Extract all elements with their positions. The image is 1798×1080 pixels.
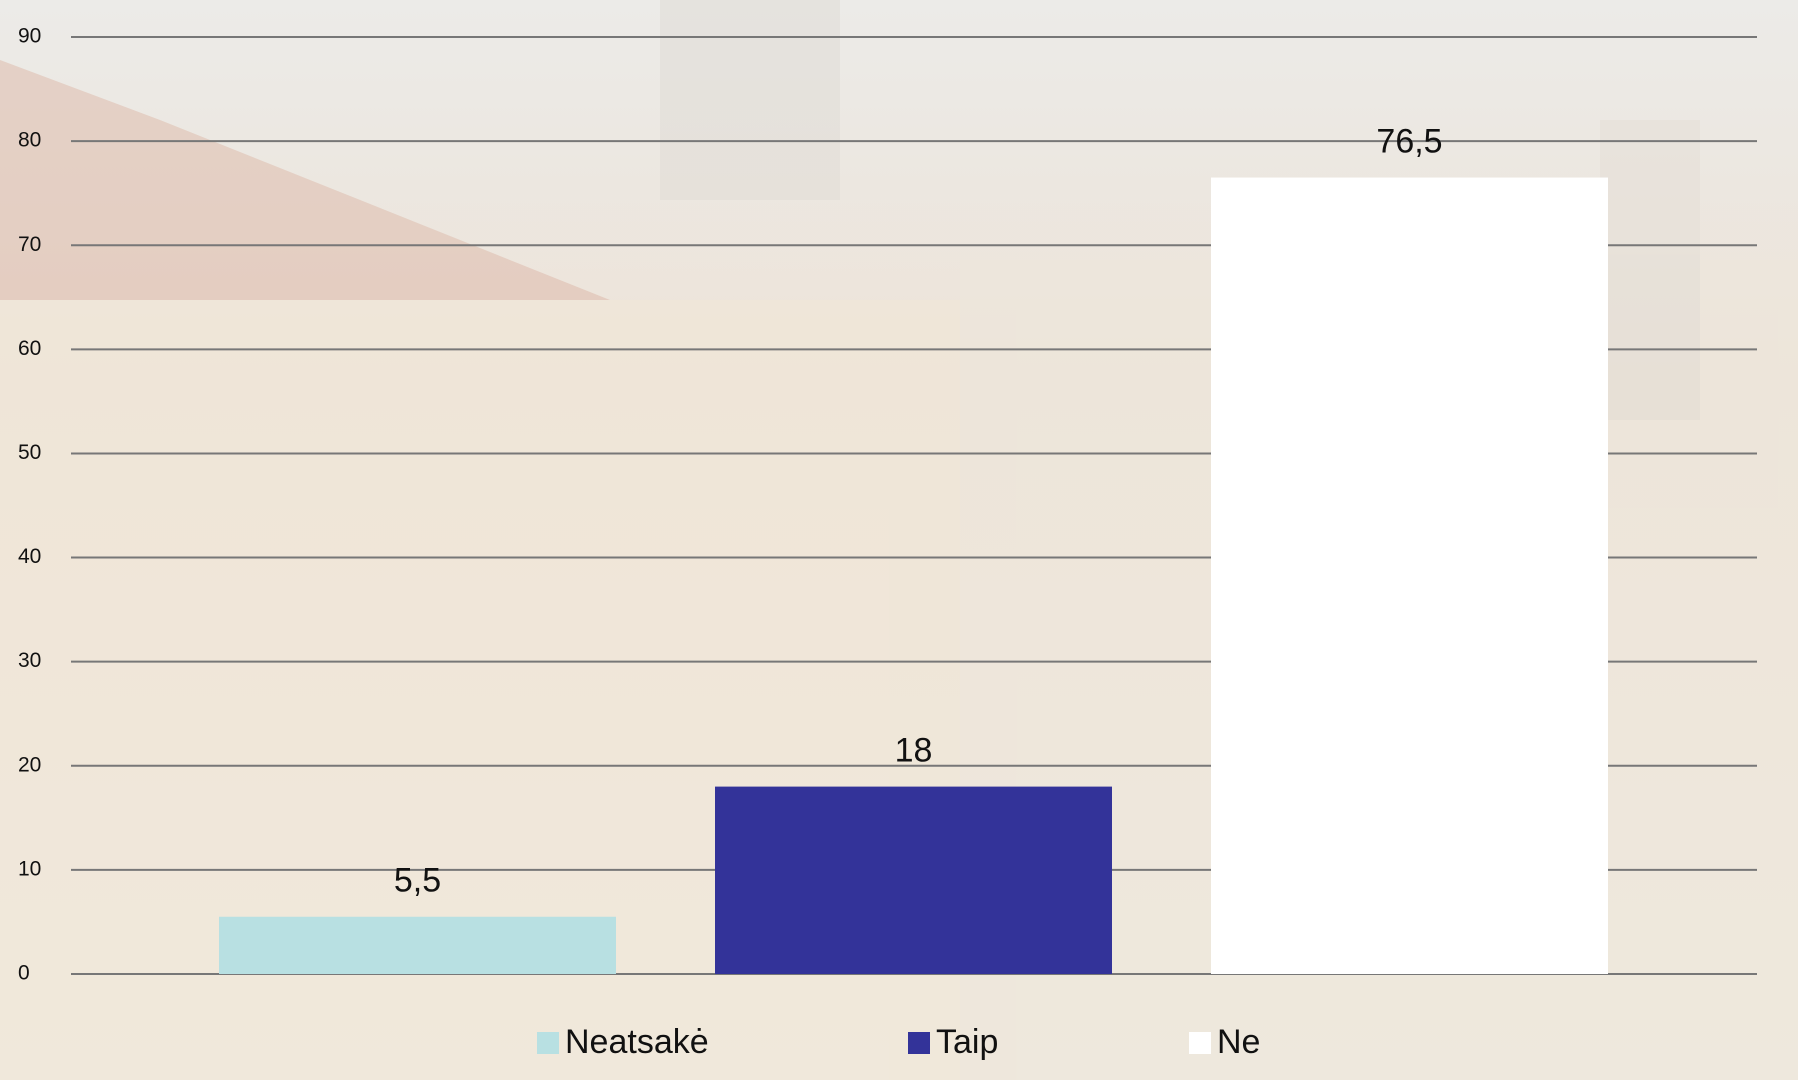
y-tick-label: 0 xyxy=(18,962,30,985)
y-tick-label: 90 xyxy=(18,25,41,48)
value-label: 76,5 xyxy=(1376,123,1442,161)
y-tick-label: 20 xyxy=(18,753,41,776)
y-tick-label: 50 xyxy=(18,441,41,464)
y-tick-label: 40 xyxy=(18,545,41,568)
value-label: 18 xyxy=(895,732,933,770)
legend-label: Neatsakė xyxy=(565,1023,709,1061)
bar xyxy=(219,916,616,974)
y-tick-label: 80 xyxy=(18,129,41,152)
legend-label: Ne xyxy=(1217,1023,1260,1061)
legend-swatch xyxy=(1189,1032,1211,1054)
bar xyxy=(715,786,1112,974)
legend-swatch xyxy=(908,1032,930,1054)
legend-swatch xyxy=(537,1032,559,1054)
y-tick-label: 60 xyxy=(18,337,41,360)
bar xyxy=(1211,177,1608,975)
y-tick-label: 30 xyxy=(18,649,41,672)
value-label: 5,5 xyxy=(394,862,441,900)
y-tick-label: 10 xyxy=(18,857,41,880)
y-tick-label: 70 xyxy=(18,233,41,256)
legend-label: Taip xyxy=(936,1023,998,1061)
